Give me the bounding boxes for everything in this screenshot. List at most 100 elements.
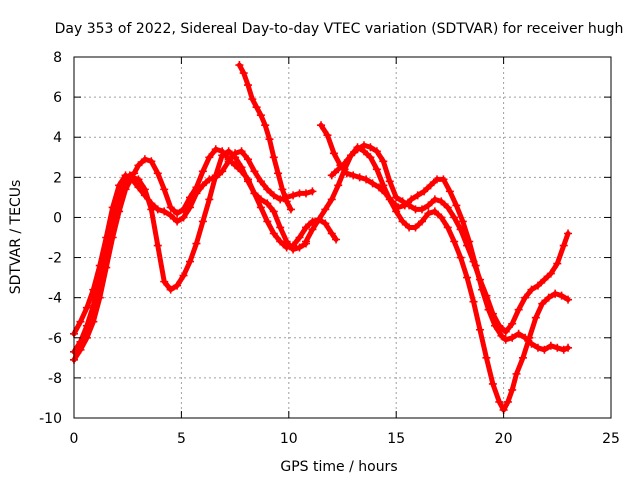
data-point [237,147,246,156]
y-tick-label: 4 [53,130,62,146]
data-point [76,345,85,354]
data-point [82,333,91,342]
data-point [134,183,143,192]
data-point [239,69,248,78]
data-point [252,103,261,112]
data-point [329,149,338,158]
data-point [439,175,448,184]
y-tick-label: -10 [39,411,62,427]
data-point [153,241,162,250]
data-point [256,111,265,120]
data-point [540,345,549,354]
series-7 [327,141,573,336]
data-point [173,209,182,218]
data-point [398,197,407,206]
data-point [368,179,377,188]
data-point [160,207,169,216]
data-point [218,151,227,160]
data-point [327,229,336,238]
data-point [89,317,98,326]
data-point [276,223,285,232]
data-point [261,121,270,130]
data-point [160,277,169,286]
data-point [256,195,265,204]
data-point [334,181,343,190]
axis-ticks [73,56,612,419]
data-point [512,369,521,378]
data-point [417,217,426,226]
data-point [237,163,246,172]
data-point [450,237,459,246]
data-point [544,293,553,302]
data-point [564,229,573,238]
data-point [248,95,257,104]
data-point [531,313,540,322]
data-point [147,199,156,208]
data-point [503,397,512,406]
plot-frame [73,56,612,419]
series-layer [70,61,573,414]
data-point [420,187,429,196]
data-point [102,233,111,242]
data-point [347,151,356,160]
data-point [508,319,517,328]
data-point [508,333,517,342]
data-point [366,143,375,152]
x-tick-label: 25 [602,431,620,447]
data-point [295,233,304,242]
data-point [231,149,240,158]
data-point [482,353,491,362]
data-point [134,161,143,170]
data-point [564,343,573,352]
data-point [205,153,214,162]
data-point [349,171,358,180]
data-point [321,205,330,214]
y-tick-label: 2 [53,170,62,186]
data-point [185,257,194,266]
data-point [407,195,416,204]
data-point [437,213,446,222]
data-point [417,205,426,214]
data-point [553,343,562,352]
data-point [430,195,439,204]
x-tick-labels: 0 5 10 15 20 25 [70,431,620,447]
data-point [179,271,188,280]
data-point [488,309,497,318]
data-point [372,147,381,156]
data-point [147,157,156,166]
data-point [95,293,104,302]
data-point [314,215,323,224]
data-point [411,223,420,232]
data-point [469,257,478,266]
data-point [495,397,504,406]
data-point [115,207,124,216]
data-point [121,185,130,194]
data-point [278,185,287,194]
data-point [301,223,310,232]
data-point [559,345,568,354]
data-point [317,121,326,130]
data-point [185,203,194,212]
data-point [426,181,435,190]
x-tick-label: 0 [70,431,79,447]
data-point [398,217,407,226]
data-point [456,253,465,262]
data-point [443,223,452,232]
data-point [405,201,414,210]
data-point [355,173,364,182]
series-line [71,148,315,337]
y-tick-label: -6 [48,331,62,347]
data-point [127,175,136,184]
y-tick-label: 0 [53,210,62,226]
data-point [327,171,336,180]
data-point [362,175,371,184]
data-point [385,177,394,186]
data-point [430,207,439,216]
data-point [250,189,259,198]
data-point [514,305,523,314]
data-point [525,333,534,342]
data-point [115,181,124,190]
data-point [243,81,252,90]
data-point [269,153,278,162]
data-point [198,167,207,176]
